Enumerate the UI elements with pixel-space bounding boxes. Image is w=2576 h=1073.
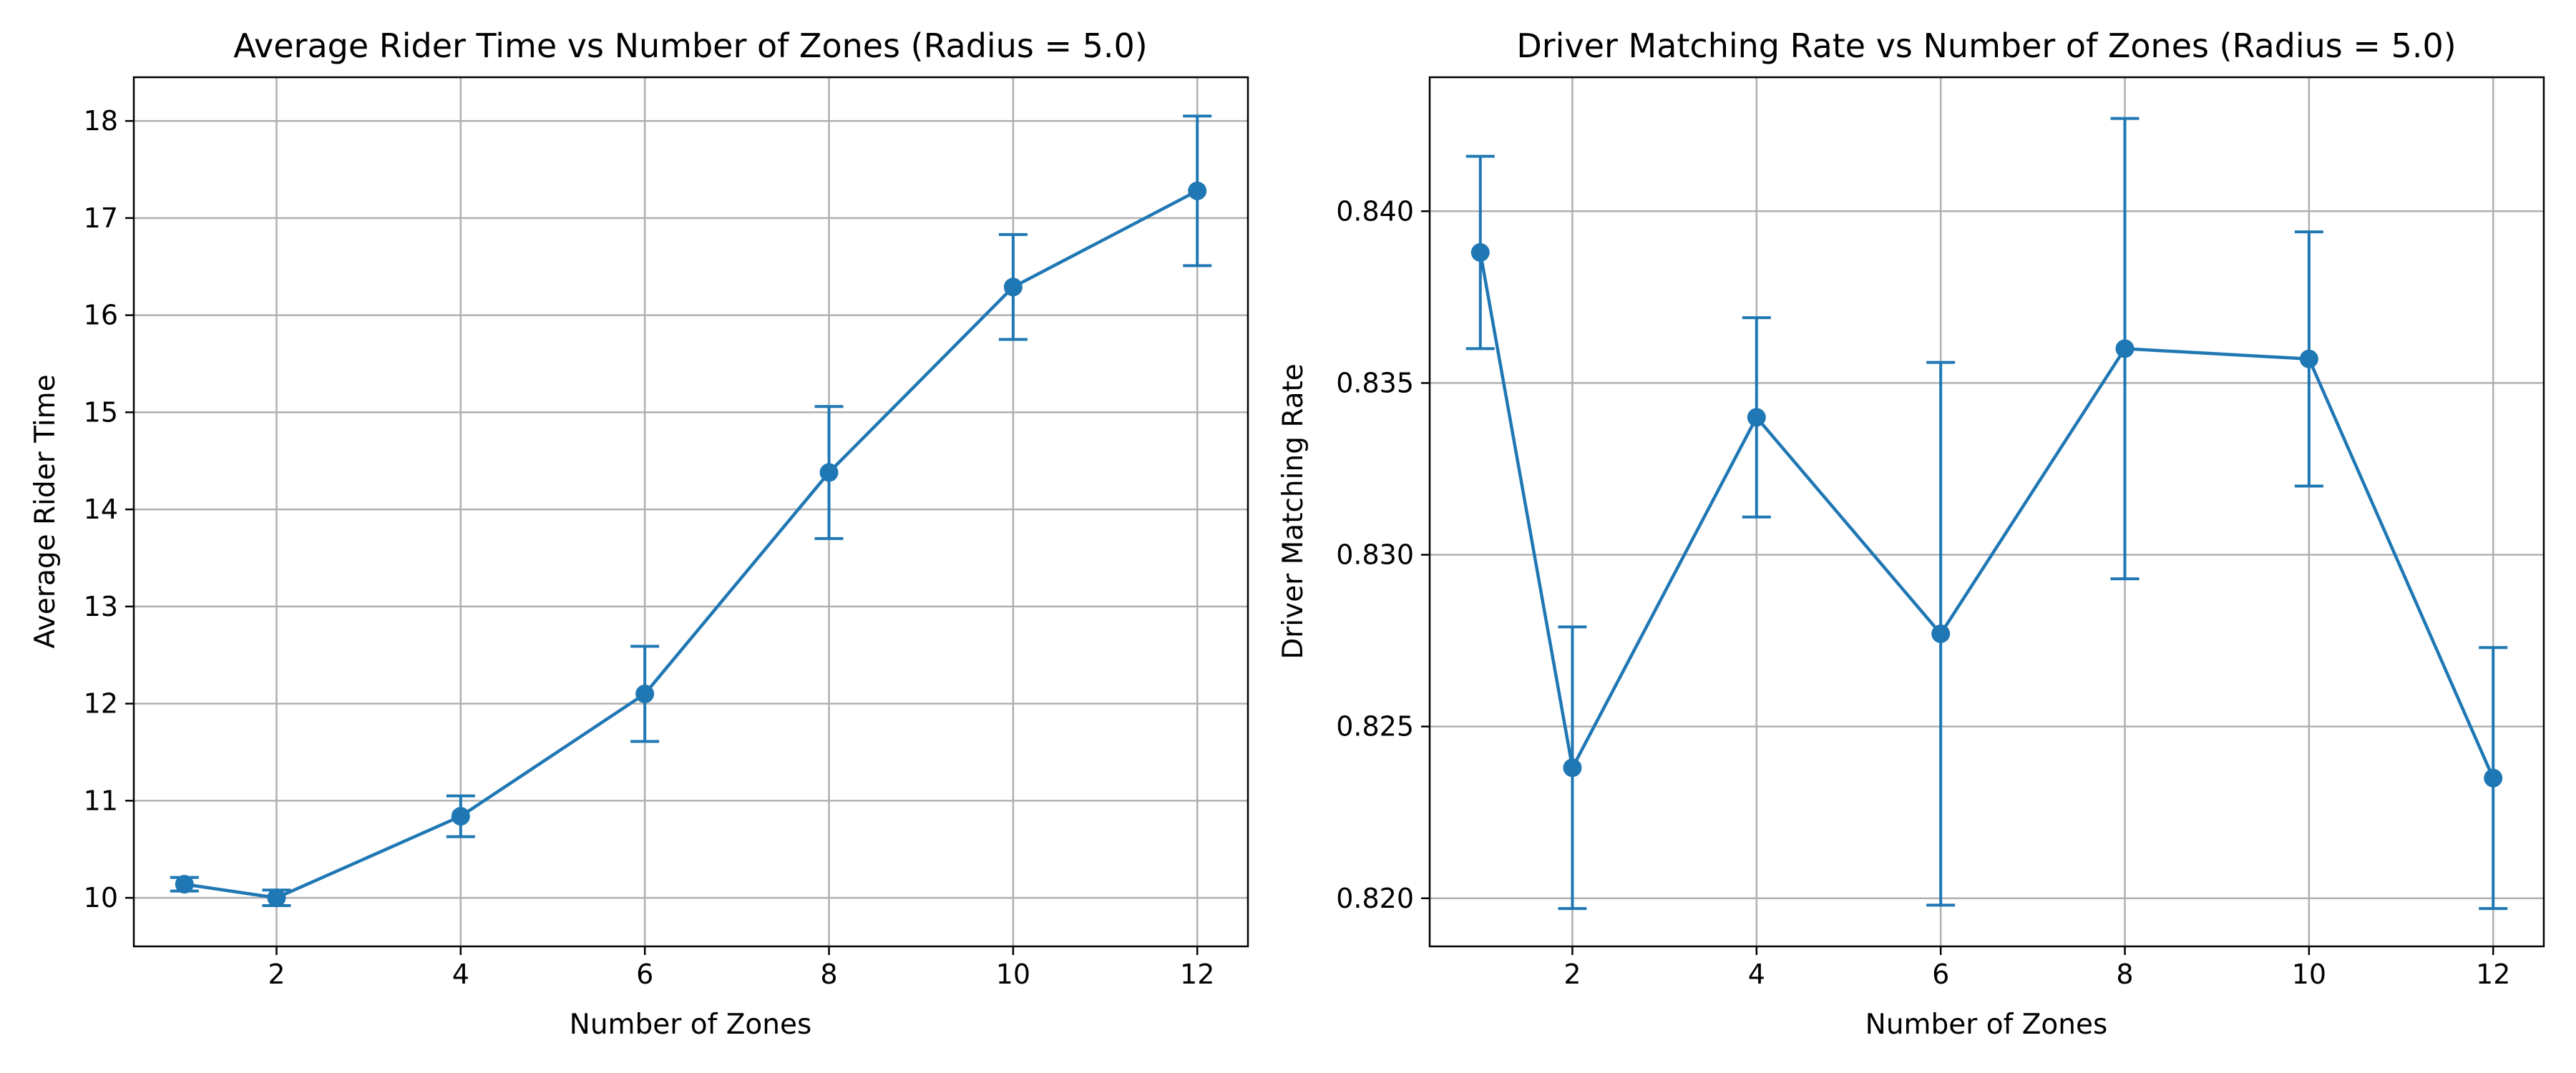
y-tick-label: 0.820 (1336, 883, 1414, 914)
y-tick-label: 0.830 (1336, 539, 1414, 571)
x-axis-label: Number of Zones (570, 1009, 812, 1041)
y-tick-label: 13 (84, 591, 118, 622)
x-tick-label: 2 (268, 959, 285, 990)
data-point (1003, 278, 1023, 297)
y-tick-label: 12 (84, 688, 118, 720)
x-tick-label: 2 (1563, 959, 1581, 990)
driver-matching-rate-chart: Driver Matching Rate vs Number of Zones … (1277, 26, 2545, 1041)
x-axis-label: Number of Zones (1865, 1009, 2108, 1041)
x-tick-label: 12 (1180, 959, 1214, 990)
plot-frame (132, 76, 1249, 948)
x-tick-label: 10 (2292, 959, 2326, 990)
y-tick-label: 14 (84, 494, 118, 525)
x-tick-label: 6 (1932, 959, 1949, 990)
x-tick-label: 12 (2476, 959, 2510, 990)
y-axis-label: Average Rider Time (29, 374, 62, 648)
y-tick-label: 0.840 (1336, 195, 1414, 227)
grid-lines (1430, 77, 2544, 946)
tick-labels: 2 4 6 8 10 12 10 11 12 13 14 15 16 17 18 (84, 105, 1215, 990)
y-tick-label: 0.835 (1336, 367, 1414, 398)
data-point (1747, 408, 1766, 427)
tick-marks (125, 119, 1199, 955)
y-tick-label: 15 (84, 396, 118, 428)
x-tick-label: 4 (452, 959, 469, 990)
chart-title: Average Rider Time vs Number of Zones (R… (233, 26, 1147, 65)
y-tick-label: 11 (84, 785, 118, 816)
x-tick-label: 10 (996, 959, 1030, 990)
data-point (635, 685, 655, 704)
data-point (2484, 768, 2503, 788)
series (1465, 117, 2508, 911)
chart-title: Driver Matching Rate vs Number of Zones … (1516, 26, 2456, 65)
x-tick-label: 4 (1748, 959, 1765, 990)
data-point (175, 875, 194, 894)
rider-time-chart: Average Rider Time vs Number of Zones (R… (29, 26, 1249, 1041)
y-tick-label: 0.825 (1336, 711, 1414, 743)
y-tick-label: 16 (84, 300, 118, 331)
tick-labels: 2 4 6 8 10 12 0.820 0.825 0.830 0.835 0.840 (1336, 195, 2510, 990)
y-tick-label: 18 (84, 105, 118, 137)
plot-frame (1428, 76, 2545, 948)
data-point (2115, 339, 2135, 358)
tick-marks (1421, 210, 2494, 955)
y-axis-label: Driver Matching Rate (1277, 363, 1309, 660)
data-point (1470, 242, 1490, 262)
data-point (1563, 758, 1582, 778)
data-point (1931, 624, 1951, 643)
x-tick-label: 8 (820, 959, 837, 990)
data-point (1188, 181, 1207, 200)
y-tick-label: 10 (84, 882, 118, 913)
data-point (819, 463, 839, 482)
x-tick-label: 6 (636, 959, 653, 990)
data-point (2299, 349, 2318, 368)
y-tick-label: 17 (84, 202, 118, 234)
x-tick-label: 8 (2116, 959, 2133, 990)
data-point (267, 888, 286, 908)
series (170, 114, 1212, 908)
data-point (451, 807, 470, 826)
